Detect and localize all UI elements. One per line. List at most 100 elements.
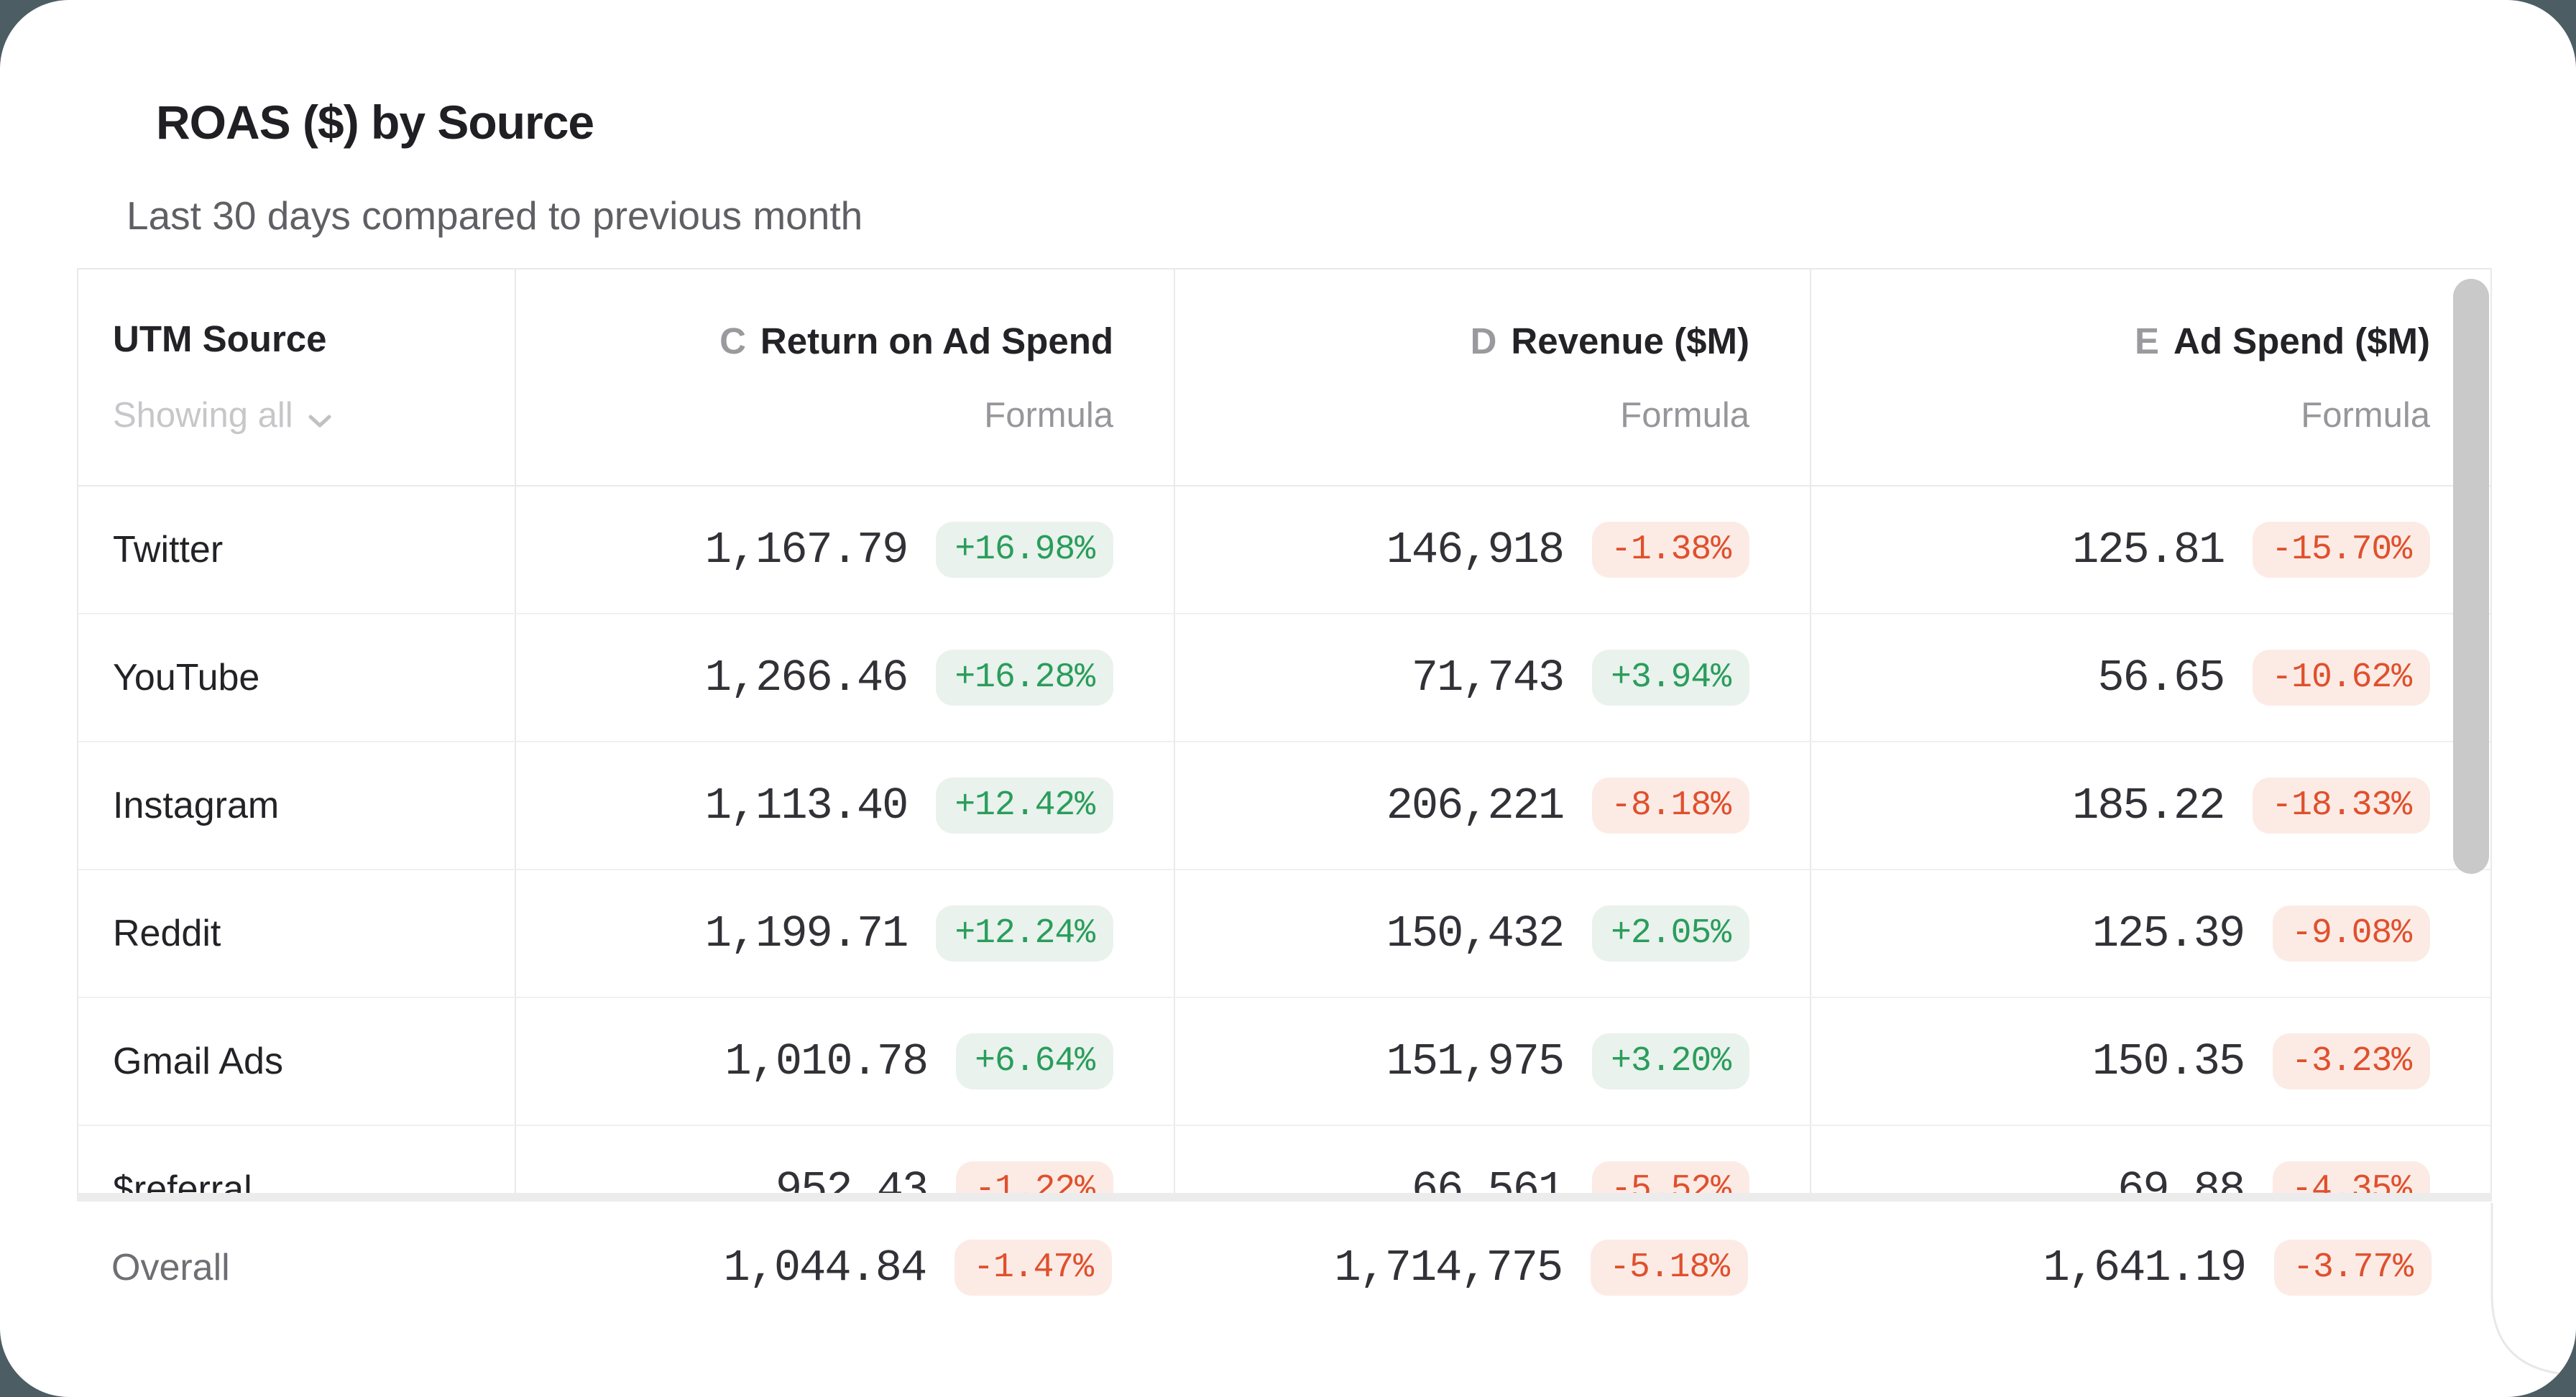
delta-badge: +16.98%: [936, 522, 1113, 578]
metric-value: 125.81: [2072, 524, 2225, 576]
delta-badge: -8.18%: [1592, 778, 1749, 834]
delta-badge: -3.77%: [2274, 1240, 2432, 1296]
metric-value: 69.88: [2117, 1163, 2245, 1194]
ad-spend-cell: 150.35 -3.23%: [1810, 998, 2490, 1125]
revenue-cell: 151,975 +3.20%: [1174, 998, 1810, 1125]
metric-value: 151,975: [1386, 1036, 1565, 1087]
source-label: Overall: [111, 1247, 230, 1288]
metric-value: 206,221: [1386, 780, 1565, 831]
metric-value: 56.65: [2097, 652, 2225, 704]
delta-badge: +3.94%: [1592, 650, 1749, 706]
metric-value: 185.22: [2072, 780, 2225, 831]
metric-value: 1,044.84: [723, 1242, 928, 1294]
row-source-cell: Twitter: [78, 487, 515, 613]
column-label: Revenue ($M): [1511, 320, 1749, 361]
delta-badge: +6.64%: [956, 1033, 1113, 1089]
delta-badge: -5.18%: [1591, 1240, 1748, 1296]
roas-cell: 1,113.40 +12.42%: [515, 742, 1174, 869]
filter-label: Showing all: [113, 395, 293, 435]
metric-value: 1,113.40: [704, 780, 909, 831]
revenue-cell: 71,743 +3.94%: [1174, 614, 1810, 741]
metric-value: 66,561: [1411, 1163, 1565, 1194]
metric-value: 71,743: [1411, 652, 1565, 704]
formula-label: Formula: [984, 395, 1113, 435]
source-label: Reddit: [113, 913, 221, 954]
row-source-cell: Gmail Ads: [78, 998, 515, 1125]
delta-badge: -3.23%: [2273, 1033, 2430, 1089]
delta-badge: -1.47%: [954, 1240, 1112, 1296]
row-source-cell: Overall: [77, 1204, 513, 1331]
table-row: Twitter 1,167.79 +16.98% 146,918 -1.38% …: [78, 487, 2490, 614]
revenue-cell: 1,714,775 -5.18%: [1172, 1204, 1808, 1331]
delta-badge: +2.05%: [1592, 905, 1749, 962]
column-header-utm-source: UTM Source Showing all: [78, 269, 515, 485]
source-filter-dropdown[interactable]: Showing all: [113, 393, 332, 438]
metric-value: 1,199.71: [704, 908, 909, 959]
column-header-roas[interactable]: C Return on Ad Spend Formula: [515, 269, 1174, 485]
roas-cell: 1,266.46 +16.28%: [515, 614, 1174, 741]
metric-value: 146,918: [1386, 524, 1565, 576]
ad-spend-cell: 185.22 -18.33%: [1810, 742, 2490, 869]
scroll-clip-divider: [77, 1193, 2492, 1202]
column-label: Return on Ad Spend: [760, 320, 1113, 361]
row-source-cell: Instagram: [78, 742, 515, 869]
roas-cell: 1,010.78 +6.64%: [515, 998, 1174, 1125]
page-title: ROAS ($) by Source: [156, 96, 594, 149]
source-label: $referral: [113, 1168, 252, 1193]
summary-row-overall: Overall 1,044.84 -1.47% 1,714,775 -5.18%…: [77, 1204, 2492, 1331]
delta-badge: -10.62%: [2253, 650, 2430, 706]
source-label: Gmail Ads: [113, 1041, 283, 1082]
revenue-cell: 66,561 -5.52%: [1174, 1126, 1810, 1193]
table-row: Instagram 1,113.40 +12.42% 206,221 -8.18…: [78, 742, 2490, 870]
column-header-ad-spend[interactable]: E Ad Spend ($M) Formula: [1810, 269, 2490, 485]
revenue-cell: 206,221 -8.18%: [1174, 742, 1810, 869]
roas-cell: 1,044.84 -1.47%: [513, 1204, 1172, 1331]
delta-badge: -1.22%: [956, 1161, 1113, 1193]
metric-value: 1,010.78: [724, 1036, 929, 1087]
table-row: Overall 1,044.84 -1.47% 1,714,775 -5.18%…: [77, 1204, 2492, 1331]
row-source-cell: $referral: [78, 1126, 515, 1193]
table-row: $referral 952.43 -1.22% 66,561 -5.52% 69…: [78, 1126, 2490, 1193]
column-letter: D: [1470, 320, 1497, 361]
ad-spend-cell: 56.65 -10.62%: [1810, 614, 2490, 741]
metric-value: 1,714,775: [1334, 1242, 1563, 1294]
source-label: Instagram: [113, 785, 280, 826]
row-source-cell: Reddit: [78, 870, 515, 997]
roas-table: UTM Source Showing all C Return on Ad Sp…: [77, 268, 2492, 1202]
metric-value: 1,167.79: [704, 524, 909, 576]
column-letter: E: [2134, 320, 2160, 361]
table-body-scroll-area[interactable]: Twitter 1,167.79 +16.98% 146,918 -1.38% …: [77, 487, 2492, 1193]
delta-badge: -5.52%: [1592, 1161, 1749, 1193]
column-label: Ad Spend ($M): [2174, 320, 2430, 361]
delta-badge: +16.28%: [936, 650, 1113, 706]
ad-spend-cell: 69.88 -4.35%: [1810, 1126, 2490, 1193]
table-header-row: UTM Source Showing all C Return on Ad Sp…: [77, 268, 2492, 487]
ad-spend-cell: 125.81 -15.70%: [1810, 487, 2490, 613]
table-row: YouTube 1,266.46 +16.28% 71,743 +3.94% 5…: [78, 614, 2490, 742]
formula-label: Formula: [2301, 395, 2430, 435]
delta-badge: -1.38%: [1592, 522, 1749, 578]
delta-badge: +3.20%: [1592, 1033, 1749, 1089]
revenue-cell: 150,432 +2.05%: [1174, 870, 1810, 997]
table-row: Reddit 1,199.71 +12.24% 150,432 +2.05% 1…: [78, 870, 2490, 998]
metric-value: 952.43: [775, 1163, 929, 1194]
roas-cell: 1,167.79 +16.98%: [515, 487, 1174, 613]
ad-spend-cell: 125.39 -9.08%: [1810, 870, 2490, 997]
vertical-scrollbar-thumb[interactable]: [2453, 279, 2489, 874]
column-label: UTM Source: [113, 318, 327, 359]
delta-badge: -4.35%: [2273, 1161, 2430, 1193]
delta-badge: +12.42%: [936, 778, 1113, 834]
metric-value: 1,641.19: [2043, 1242, 2248, 1294]
column-header-revenue[interactable]: D Revenue ($M) Formula: [1174, 269, 1810, 485]
revenue-cell: 146,918 -1.38%: [1174, 487, 1810, 613]
column-letter: C: [719, 320, 746, 361]
delta-badge: +12.24%: [936, 905, 1113, 962]
utm-source-header-label: UTM Source: [113, 318, 327, 360]
row-source-cell: YouTube: [78, 614, 515, 741]
metric-value: 150,432: [1386, 908, 1565, 959]
delta-badge: -15.70%: [2253, 522, 2430, 578]
roas-cell: 1,199.71 +12.24%: [515, 870, 1174, 997]
chevron-down-icon: [308, 397, 332, 438]
delta-badge: -9.08%: [2273, 905, 2430, 962]
